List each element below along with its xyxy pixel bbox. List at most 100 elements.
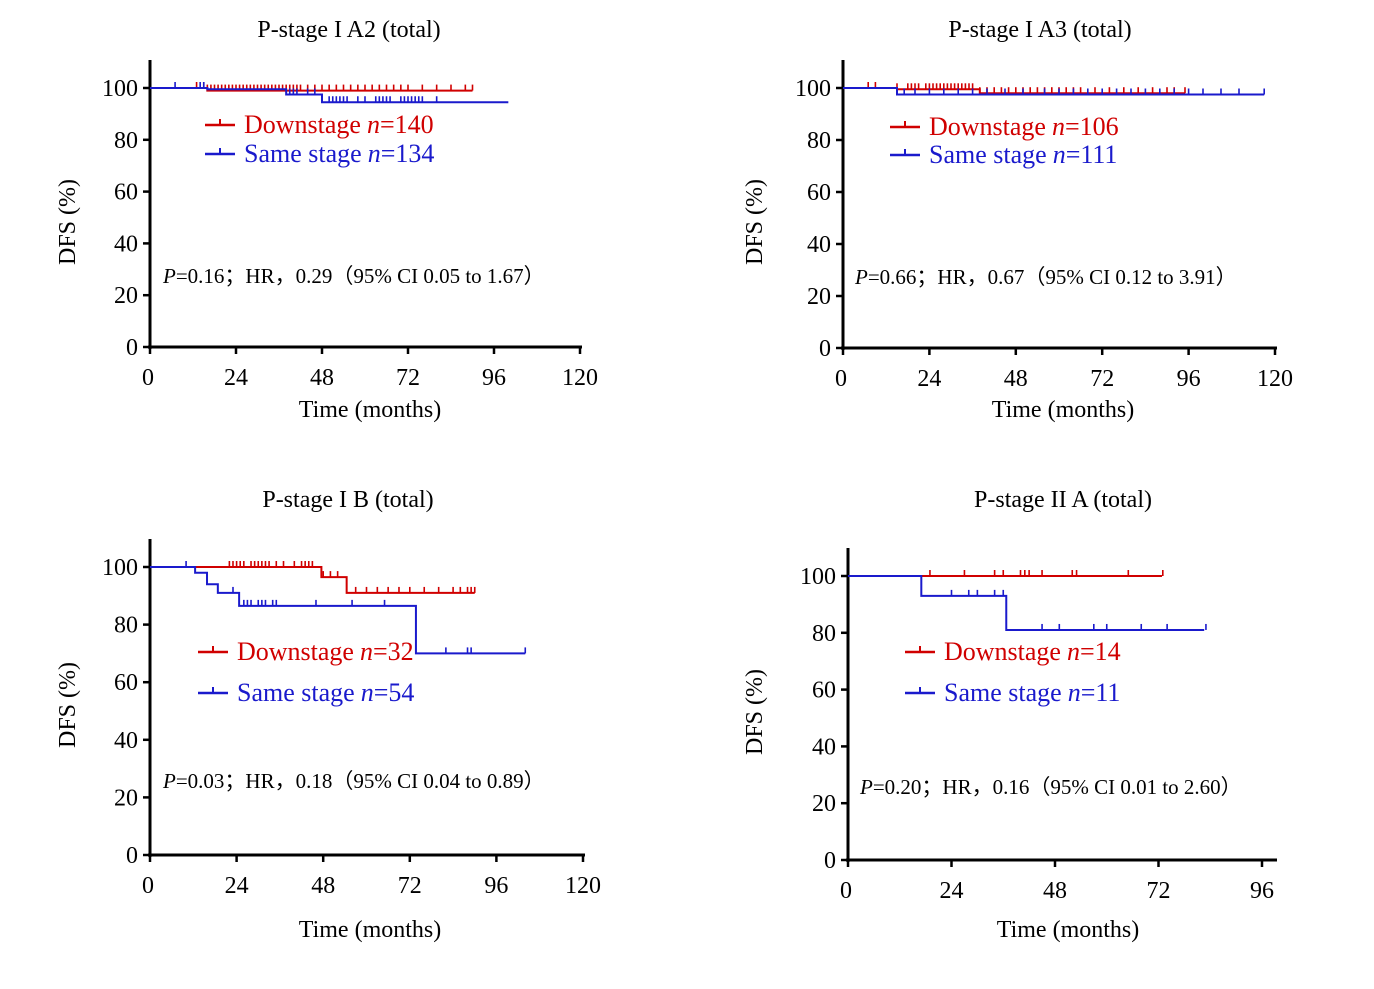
y-tick-label: 80 xyxy=(114,613,138,639)
x-axis-label: Time (months) xyxy=(299,917,441,943)
y-tick-label: 20 xyxy=(114,785,138,811)
x-tick-label: 96 xyxy=(482,365,506,391)
legend-label: Downstage xyxy=(929,112,1046,141)
x-tick-label: 48 xyxy=(310,365,334,391)
y-tick-label: 60 xyxy=(812,678,836,704)
legend-entry: Same stage n=111 xyxy=(929,140,1117,169)
km-panel-4: P-stage II A (total) 0 20 40 60 80 100 0 24 48 72 9… xyxy=(742,487,1277,943)
y-axis-label: DFS (%) xyxy=(55,662,81,748)
y-tick-label: 20 xyxy=(114,283,138,309)
series-downstage: Downstage n=106 xyxy=(843,82,1186,141)
y-tick-label: 40 xyxy=(807,232,831,258)
x-tick-label: 48 xyxy=(311,873,335,899)
y-tick-label: 0 xyxy=(126,335,138,361)
legend-n-symbol: n xyxy=(1067,637,1080,666)
y-tick-label: 60 xyxy=(807,180,831,206)
series-downstage: Downstage n=14 xyxy=(848,570,1164,666)
x-tick-label: 72 xyxy=(398,873,422,899)
series-downstage: Downstage n=140 xyxy=(150,82,474,139)
x-axis-label: Time (months) xyxy=(992,397,1134,423)
legend-label: Same stage xyxy=(237,678,355,707)
y-tick-label: 100 xyxy=(102,555,138,581)
legend-label: Downstage xyxy=(237,637,354,666)
legend-n-symbol: n xyxy=(1052,112,1065,141)
legend-entry: Same stage n=54 xyxy=(237,678,414,707)
km-panel-1: P-stage I A2 (total) 0 20 40 60 80 100 0 24 48 72 9… xyxy=(55,17,598,423)
y-axis-label: DFS (%) xyxy=(55,179,81,265)
p-hr-text: =0.03；HR，0.18（95% CI 0.04 to 0.89） xyxy=(176,769,545,793)
x-axis-label: Time (months) xyxy=(299,397,441,423)
p-hr-text: =0.66；HR，0.67（95% CI 0.12 to 3.91） xyxy=(868,265,1237,289)
x-tick-label: 0 xyxy=(835,366,847,392)
survival-curve xyxy=(150,566,475,594)
y-tick-label: 60 xyxy=(114,180,138,206)
legend-n-value: =111 xyxy=(1066,140,1118,169)
legend-entry: Same stage n=134 xyxy=(244,139,434,168)
legend-n-value: =32 xyxy=(373,637,414,666)
y-tick-label: 0 xyxy=(819,336,831,362)
legend-n-symbol: n xyxy=(1053,140,1066,169)
y-tick-label: 0 xyxy=(824,848,836,874)
stats-annotation: P=0.66；HR，0.67（95% CI 0.12 to 3.91） xyxy=(854,265,1237,289)
x-tick-label: 96 xyxy=(1177,366,1201,392)
legend-entry: Downstage n=106 xyxy=(929,112,1119,141)
legend-n-value: =11 xyxy=(1081,678,1121,707)
x-tick-label: 0 xyxy=(142,365,154,391)
x-tick-label: 72 xyxy=(1090,366,1114,392)
x-tick-label: 120 xyxy=(562,365,598,391)
stats-annotation: P=0.20；HR，0.16（95% CI 0.01 to 2.60） xyxy=(859,775,1242,799)
y-tick-label: 40 xyxy=(114,231,138,257)
x-tick-label: 24 xyxy=(940,878,964,904)
legend-entry: Downstage n=140 xyxy=(244,110,434,139)
x-tick-label: 96 xyxy=(484,873,508,899)
y-tick-label: 80 xyxy=(812,621,836,647)
x-tick-label: 24 xyxy=(917,366,941,392)
x-tick-label: 0 xyxy=(840,878,852,904)
legend-n-value: =54 xyxy=(374,678,415,707)
survival-curve xyxy=(848,575,1205,631)
km-panel-2: P-stage I A3 (total) 0 20 40 60 80 100 0 24 48 72 9… xyxy=(742,17,1293,423)
x-axis-label: Time (months) xyxy=(997,917,1139,943)
p-hr-text: =0.16；HR，0.29（95% CI 0.05 to 1.67） xyxy=(176,264,545,288)
y-tick-label: 80 xyxy=(807,128,831,154)
y-tick-label: 40 xyxy=(812,734,836,760)
survival-curve xyxy=(150,566,526,655)
y-tick-label: 80 xyxy=(114,128,138,154)
series-same-stage: Same stage n=134 xyxy=(150,82,509,168)
legend-n-value: =134 xyxy=(381,139,435,168)
legend-n-value: =14 xyxy=(1080,637,1121,666)
x-tick-label: 0 xyxy=(142,873,154,899)
p-symbol: P xyxy=(162,264,176,288)
x-tick-label: 120 xyxy=(1257,366,1293,392)
legend-n-value: =140 xyxy=(380,110,434,139)
x-tick-label: 72 xyxy=(396,365,420,391)
stats-annotation: P=0.16；HR，0.29（95% CI 0.05 to 1.67） xyxy=(162,264,545,288)
legend-label: Same stage xyxy=(944,678,1062,707)
legend-n-symbol: n xyxy=(368,139,381,168)
y-tick-label: 100 xyxy=(102,76,138,102)
legend-entry: Downstage n=14 xyxy=(944,637,1121,666)
y-tick-label: 40 xyxy=(114,728,138,754)
y-tick-label: 60 xyxy=(114,670,138,696)
series-downstage: Downstage n=32 xyxy=(150,561,476,666)
y-tick-label: 100 xyxy=(795,76,831,102)
legend-n-value: =106 xyxy=(1065,112,1119,141)
legend-entry: Downstage n=32 xyxy=(237,637,414,666)
y-axis-label: DFS (%) xyxy=(742,179,768,265)
legend-n-symbol: n xyxy=(361,678,374,707)
legend-n-symbol: n xyxy=(360,637,373,666)
y-axis-label: DFS (%) xyxy=(742,669,768,755)
y-tick-label: 20 xyxy=(812,791,836,817)
chart-title: P-stage I B (total) xyxy=(262,487,433,513)
x-tick-label: 24 xyxy=(224,365,248,391)
x-tick-label: 48 xyxy=(1043,878,1067,904)
series-same-stage: Same stage n=54 xyxy=(150,561,527,707)
x-tick-label: 120 xyxy=(565,873,601,899)
legend-label: Same stage xyxy=(244,139,362,168)
legend-n-symbol: n xyxy=(367,110,380,139)
chart-title: P-stage I A2 (total) xyxy=(257,17,440,43)
legend-label: Downstage xyxy=(944,637,1061,666)
x-tick-label: 48 xyxy=(1004,366,1028,392)
legend-entry: Same stage n=11 xyxy=(944,678,1120,707)
y-tick-label: 0 xyxy=(126,843,138,869)
